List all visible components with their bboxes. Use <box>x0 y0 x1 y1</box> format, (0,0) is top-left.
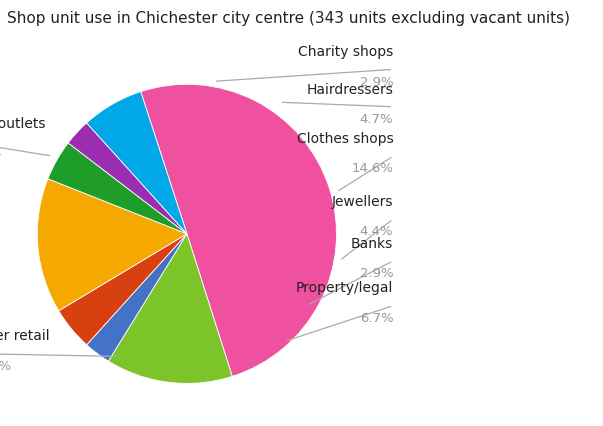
Text: 4.4%: 4.4% <box>360 225 393 238</box>
Text: Food outlets: Food outlets <box>0 117 45 131</box>
Wedge shape <box>58 234 187 345</box>
Text: Jewellers: Jewellers <box>332 194 393 208</box>
Text: Banks: Banks <box>351 236 393 250</box>
Text: 13.7%: 13.7% <box>0 147 2 160</box>
Text: 14.6%: 14.6% <box>352 162 393 175</box>
Wedge shape <box>87 234 187 361</box>
Wedge shape <box>87 92 187 234</box>
Text: Other retail: Other retail <box>0 328 49 343</box>
Text: 2.9%: 2.9% <box>359 75 393 88</box>
Text: Hairdressers: Hairdressers <box>306 82 393 96</box>
Text: Charity shops: Charity shops <box>298 45 393 59</box>
Text: Clothes shops: Clothes shops <box>297 132 393 146</box>
Text: 2.9%: 2.9% <box>359 266 393 279</box>
Wedge shape <box>37 179 187 311</box>
Text: 50.1%: 50.1% <box>0 359 12 372</box>
Wedge shape <box>109 234 232 383</box>
Text: Property/legal: Property/legal <box>296 281 393 295</box>
Wedge shape <box>140 85 336 377</box>
Wedge shape <box>48 144 187 234</box>
Wedge shape <box>68 124 187 234</box>
Text: Shop unit use in Chichester city centre (343 units excluding vacant units): Shop unit use in Chichester city centre … <box>7 11 570 26</box>
Text: 4.7%: 4.7% <box>359 113 393 126</box>
Text: 6.7%: 6.7% <box>359 311 393 324</box>
